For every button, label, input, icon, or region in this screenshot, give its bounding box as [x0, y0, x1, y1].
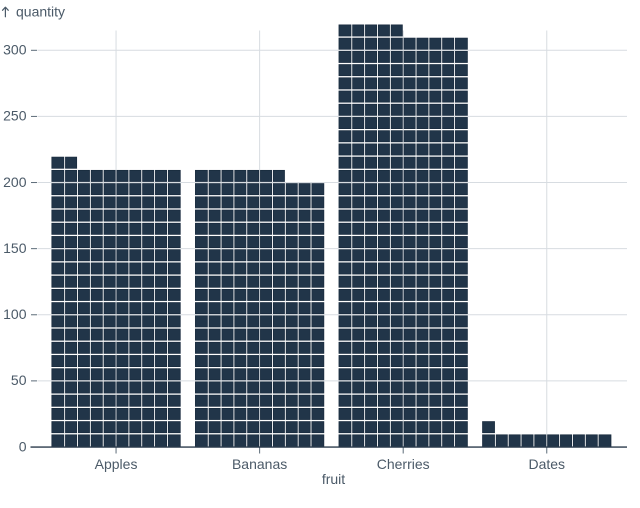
svg-text:100: 100 [3, 306, 27, 322]
svg-text:50: 50 [11, 372, 27, 388]
svg-text:Dates: Dates [528, 456, 565, 472]
svg-text:Cherries: Cherries [377, 456, 430, 472]
svg-text:Apples: Apples [95, 456, 138, 472]
svg-text:200: 200 [3, 174, 27, 190]
svg-text:Bananas: Bananas [232, 456, 287, 472]
svg-text:300: 300 [3, 42, 27, 58]
svg-text:fruit: fruit [322, 471, 345, 487]
svg-text:150: 150 [3, 240, 27, 256]
svg-text:quantity: quantity [16, 4, 65, 20]
svg-text:0: 0 [19, 438, 27, 454]
svg-text:250: 250 [3, 108, 27, 124]
